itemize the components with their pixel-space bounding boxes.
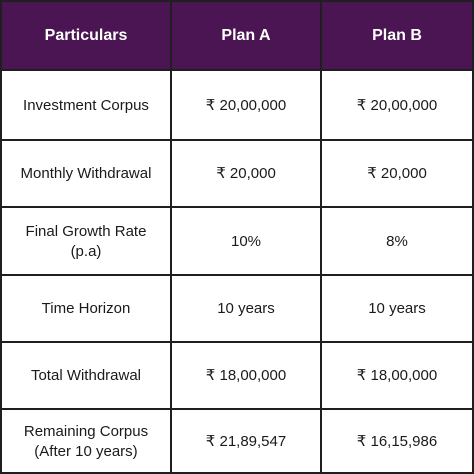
plan-a-value: 10%: [172, 208, 322, 276]
plan-a-value: ₹ 20,00,000: [172, 71, 322, 141]
table-row-investment-corpus: Investment Corpus ₹ 20,00,000 ₹ 20,00,00…: [2, 69, 472, 141]
header-particulars: Particulars: [2, 2, 172, 69]
header-plan-a: Plan A: [172, 2, 322, 69]
plan-b-value: ₹ 16,15,986: [356, 432, 438, 450]
plan-b-value: ₹ 20,000: [367, 165, 427, 183]
row-label: Investment Corpus: [2, 71, 172, 141]
row-label: Monthly Withdrawal: [2, 141, 172, 208]
row-label: Time Horizon: [2, 276, 172, 343]
table-row-remaining-corpus: Remaining Corpus (After 10 years) ₹ 21,8…: [2, 408, 472, 474]
plan-a-value: ₹ 21,89,547: [172, 410, 322, 474]
table-row-total-withdrawal: Total Withdrawal ₹ 18,00,000 ₹ 18,00,000: [2, 341, 472, 410]
plan-b-value: 10 years: [368, 300, 426, 318]
table-row-time-horizon: Time Horizon 10 years 10 years: [2, 274, 472, 343]
plan-b-value: ₹ 20,00,000: [356, 96, 438, 114]
plan-b-value: ₹ 18,00,000: [356, 367, 438, 385]
row-label: Final Growth Rate (p.a): [2, 208, 172, 276]
plan-a-value: 10 years: [172, 276, 322, 343]
table-header-row: Particulars Plan A Plan B: [2, 2, 472, 69]
header-plan-b: Plan B: [322, 2, 472, 69]
plan-b-value: 8%: [386, 232, 408, 250]
table-row-final-growth-rate: Final Growth Rate (p.a) 10% 8%: [2, 206, 472, 276]
plan-a-value: ₹ 18,00,000: [172, 343, 322, 410]
row-label: Remaining Corpus (After 10 years): [2, 410, 172, 474]
plan-a-value: ₹ 20,000: [172, 141, 322, 208]
table-row-monthly-withdrawal: Monthly Withdrawal ₹ 20,000 ₹ 20,000: [2, 139, 472, 208]
row-label: Total Withdrawal: [2, 343, 172, 410]
